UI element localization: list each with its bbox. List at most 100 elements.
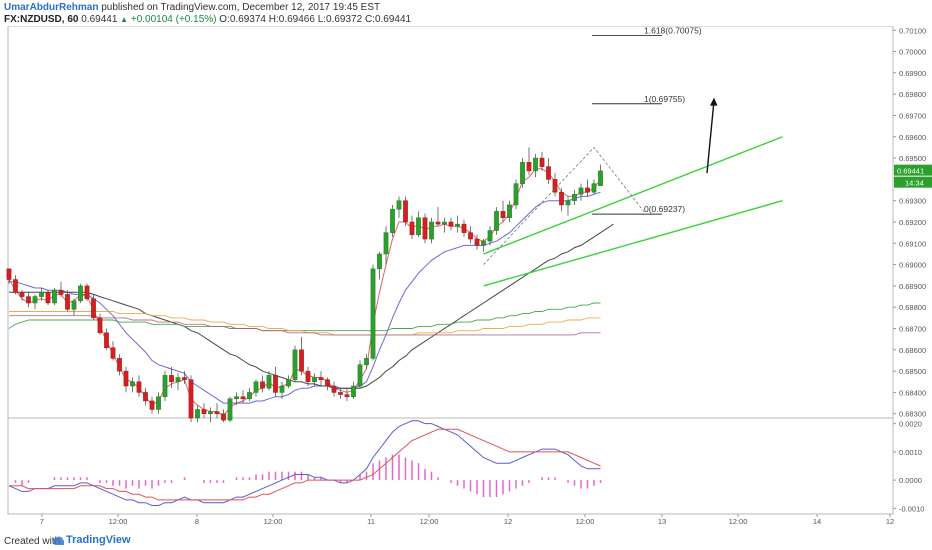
countdown-label: 14:34: [905, 179, 924, 188]
projection-arrow-head: [710, 97, 718, 106]
candle-body: [533, 157, 538, 172]
candle-body: [364, 358, 369, 365]
candle-body: [91, 298, 96, 319]
candle-body: [552, 179, 558, 193]
candle-body: [286, 379, 291, 387]
price-tick-label: 0.69200: [899, 218, 926, 227]
candle-body: [422, 217, 428, 240]
candle-body: [305, 370, 311, 383]
candle-body: [292, 349, 298, 380]
time-tick-label: 12:00: [420, 517, 439, 526]
macd-tick-label: 0.0020: [899, 420, 922, 429]
last-price-tag: [894, 164, 932, 176]
time-tick-label: 8: [195, 517, 199, 526]
candle-body: [279, 385, 285, 393]
candle-body: [520, 162, 525, 184]
countdown-tag: [894, 176, 932, 188]
fib-level-label: 1(0.69755): [644, 94, 685, 104]
candle-body: [84, 285, 90, 299]
candle-body: [591, 183, 597, 193]
candle-body: [162, 375, 168, 397]
time-tick-label: 13: [658, 517, 666, 526]
candle-body: [130, 381, 135, 387]
last-price-label: 0.69441: [897, 167, 924, 176]
time-tick-label: 12:00: [264, 517, 283, 526]
time-tick-label: 12: [504, 517, 512, 526]
candle-body: [357, 364, 363, 387]
candle-body: [260, 381, 265, 389]
tradingview-cloud-icon: [53, 536, 64, 546]
candle-body: [175, 377, 181, 383]
channel-line: [483, 200, 783, 287]
price-tick-label: 0.70100: [899, 26, 926, 35]
price-tick-label: 0.69700: [899, 111, 926, 120]
macd-tick-label: 0.0010: [899, 448, 922, 457]
price-tick-label: 0.69600: [899, 133, 926, 142]
candle-body: [390, 208, 395, 233]
candle-body: [526, 162, 532, 172]
price-tick-label: 0.69900: [899, 69, 926, 78]
price-tick-label: 0.69500: [899, 154, 926, 163]
candle-body: [461, 223, 467, 233]
candle-body: [247, 392, 252, 400]
time-tick-label: 12:00: [729, 517, 748, 526]
time-tick-label: 12:00: [109, 517, 128, 526]
candle-body: [188, 379, 194, 419]
candle-body: [370, 268, 376, 359]
candle-body: [344, 394, 350, 397]
candle-body: [227, 398, 233, 421]
time-tick-label: 14: [813, 517, 821, 526]
created-with-text: Created with: [4, 536, 61, 547]
candle-body: [214, 411, 220, 414]
candle-body: [559, 191, 564, 206]
candle-body: [71, 300, 77, 310]
candle-body: [208, 411, 213, 414]
author-link[interactable]: UmarAbdurRehman: [4, 2, 99, 13]
candle-body: [318, 377, 324, 380]
macd-tick-label: 0.0000: [899, 476, 922, 485]
fib-construction-line: [483, 146, 647, 265]
price-tick-label: 0.68400: [899, 388, 926, 397]
time-tick-label: 12:00: [576, 517, 595, 526]
candle-body: [299, 349, 304, 372]
fib-level-label: 1.618(0.70075): [644, 26, 702, 36]
candle-body: [156, 396, 161, 410]
candle-body: [325, 379, 330, 387]
candle-body: [26, 296, 31, 304]
chart-area[interactable]: 0.70100 0.70000 0.69900 0.69800 0.69700 0.696…: [0, 26, 932, 532]
candle-body: [65, 294, 70, 310]
candle-body: [383, 232, 389, 255]
projection-arrow-shaft: [706, 100, 715, 174]
time-tick-label: 12: [886, 517, 894, 526]
price-change: +0.00104 (+0.15%): [130, 14, 217, 25]
candle-body: [507, 204, 512, 218]
candle-body: [539, 157, 545, 167]
candle-body: [110, 347, 116, 359]
candle-body: [266, 375, 272, 389]
candle-body: [338, 392, 343, 395]
candle-body: [19, 292, 25, 297]
macd-line: [8, 420, 601, 506]
symbol-label[interactable]: FX:NZDUSD, 60: [4, 14, 79, 25]
published-text: published on TradingView.com, December 1…: [101, 2, 381, 13]
candle-body: [598, 170, 603, 187]
price-tick-label: 0.68800: [899, 303, 926, 312]
candle-body: [182, 377, 187, 380]
price-tick-label: 0.68900: [899, 282, 926, 291]
chart-footer: Created with TradingView: [0, 532, 932, 550]
candle-body: [58, 289, 64, 295]
up-triangle-icon: ▲: [120, 15, 129, 24]
candle-body: [429, 221, 434, 240]
candle-body: [234, 396, 239, 400]
candle-body: [565, 200, 571, 206]
candle-body: [78, 285, 83, 302]
chart-header: UmarAbdurRehman published on TradingView…: [0, 0, 932, 26]
candle-body: [442, 221, 447, 225]
tradingview-brand[interactable]: TradingView: [66, 534, 131, 546]
candle-body: [169, 375, 174, 383]
candle-body: [331, 385, 337, 393]
candle-body: [403, 200, 408, 223]
candle-body: [474, 238, 480, 246]
candle-body: [448, 221, 454, 227]
candle-body: [253, 381, 259, 393]
